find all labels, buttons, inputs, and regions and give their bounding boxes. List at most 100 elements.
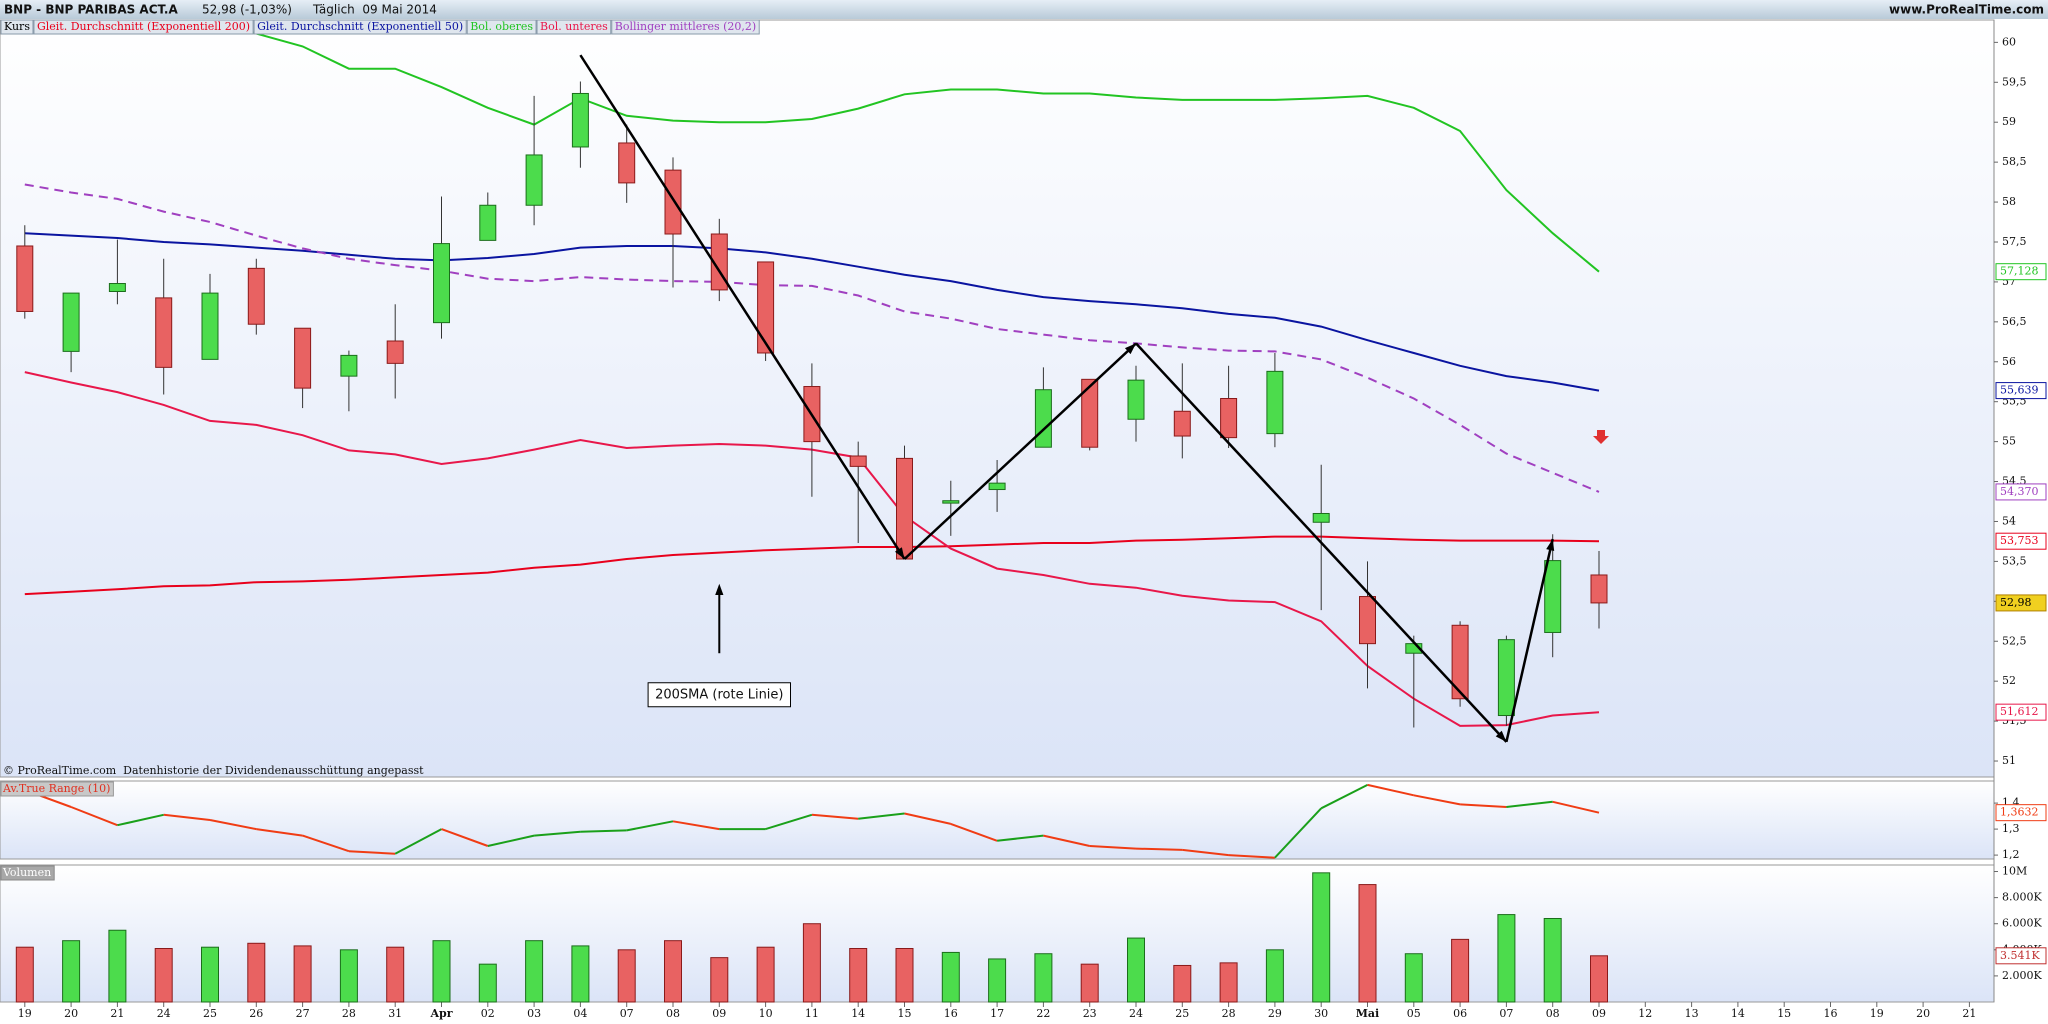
- candle-body: [1590, 574, 1608, 604]
- x-tick-label: 07: [620, 1007, 634, 1020]
- y-tick-label: 6.000K: [2002, 917, 2042, 930]
- price-plot: 200SMA (rote Linie): [16, 20, 1608, 743]
- volume-bar: [802, 923, 821, 1003]
- volume-bar: [1497, 914, 1516, 1003]
- legend-label: Bollinger mittleres (20,2): [615, 20, 756, 33]
- atr-segment: [394, 828, 442, 855]
- trend-line: [579, 54, 906, 560]
- x-tick-label: 02: [481, 1007, 495, 1020]
- atr-segment: [1274, 807, 1322, 859]
- x-tick-label: 28: [342, 1007, 356, 1020]
- y-tick-label: 56: [2002, 355, 2016, 368]
- candle-body: [201, 292, 219, 360]
- last-value-box: [1995, 483, 2047, 501]
- indicator-line: [217, 20, 1600, 273]
- volume-bar: [1590, 955, 1608, 1003]
- y-tick-label: 59,5: [2002, 75, 2027, 88]
- atr-segment: [534, 830, 581, 837]
- candle-body: [108, 283, 126, 292]
- indicator-line: [24, 232, 1600, 392]
- candle-body: [1497, 639, 1515, 717]
- x-tick-label: 23: [1083, 1007, 1097, 1020]
- x-tick-label: 30: [1314, 1007, 1328, 1020]
- atr-segment: [1367, 783, 1415, 797]
- atr-segment: [1182, 848, 1229, 857]
- atr-segment: [1460, 803, 1507, 808]
- volume-bar: [1543, 917, 1562, 1003]
- volume-bar: [1358, 884, 1377, 1003]
- y-tick-label: 58: [2002, 195, 2016, 208]
- x-tick-label: 09: [1592, 1007, 1606, 1020]
- x-tick-label: 16: [944, 1007, 958, 1020]
- last-value-box: [1995, 263, 2047, 281]
- candle-body: [664, 169, 682, 235]
- last-value-label: 55,639: [2000, 384, 2039, 397]
- y-tick-label: 59: [2002, 115, 2016, 128]
- atr-segment: [996, 834, 1044, 842]
- legend-label: Gleit. Durchschnitt (Exponentiell 50): [257, 20, 463, 33]
- note-box: [647, 682, 792, 708]
- signal-arrow: [1593, 430, 1609, 444]
- volume-bar: [201, 946, 219, 1003]
- last-value-box: [1995, 703, 2047, 721]
- candle-body: [247, 267, 265, 325]
- trend-line: [1135, 342, 1508, 743]
- x-tick-label: 19: [1870, 1007, 1884, 1020]
- legend-label: Bol. unteres: [540, 20, 608, 33]
- legend-box: [0, 19, 34, 35]
- legend-box: [611, 19, 760, 35]
- volume-bar: [1080, 963, 1099, 1003]
- x-tick-label: 20: [64, 1007, 78, 1020]
- candle-body: [1544, 560, 1562, 633]
- volume-bar: [1219, 962, 1238, 1003]
- x-tick-label: 04: [573, 1007, 587, 1020]
- x-tick-label: 27: [296, 1007, 310, 1020]
- last-value-label: 1,3632: [2000, 806, 2039, 819]
- atr-segment: [256, 828, 303, 837]
- atr-segment: [580, 829, 627, 833]
- volume-bar: [895, 948, 914, 1003]
- candle-body: [571, 92, 589, 148]
- candle-body: [1266, 370, 1284, 435]
- volume-bar: [1173, 964, 1192, 1003]
- panel-title-box: [0, 781, 114, 797]
- quote: 52,98 (-1,03%): [202, 3, 292, 17]
- legend-label: Bol. oberes: [470, 20, 533, 33]
- x-tick-label: 24: [157, 1007, 171, 1020]
- y-tick-label: 2.000K: [2002, 969, 2042, 982]
- x-tick-label: 26: [249, 1007, 263, 1020]
- atr-segment: [117, 813, 164, 827]
- y-tick-label: 52,5: [2002, 634, 2027, 647]
- indicator-line: [24, 183, 1600, 493]
- volume-bar: [432, 940, 451, 1003]
- atr-segment: [904, 812, 952, 825]
- volume-bar: [525, 940, 544, 1003]
- volume-bar: [1265, 949, 1284, 1003]
- header-bar: [0, 0, 2048, 19]
- atr-segment: [487, 834, 535, 847]
- atr-segment: [858, 812, 905, 820]
- y-tick-label: 58,5: [2002, 155, 2027, 168]
- x-tick-label: 05: [1407, 1007, 1421, 1020]
- volume-bar: [62, 940, 81, 1003]
- x-tick-label: 20: [1916, 1007, 1930, 1020]
- x-tick-label: 21: [110, 1007, 124, 1020]
- atr-segment: [1413, 794, 1461, 806]
- volume-bar: [756, 946, 775, 1003]
- x-tick-label: 13: [1685, 1007, 1699, 1020]
- atr-segment: [811, 813, 859, 820]
- legend-box: [466, 19, 537, 35]
- x-tick-label: 08: [1546, 1007, 1560, 1020]
- last-value-box: [1995, 804, 2047, 822]
- candle-body: [62, 292, 80, 352]
- candle-body: [1451, 624, 1469, 700]
- x-tick-label: 28: [1222, 1007, 1236, 1020]
- candle-body: [16, 245, 34, 312]
- x-tick-label: 07: [1499, 1007, 1513, 1020]
- x-tick-label: 11: [805, 1007, 819, 1020]
- last-value-box: [1995, 947, 2047, 965]
- volume-bar: [617, 949, 636, 1003]
- title: BNP - BNP PARIBAS ACT.A: [4, 3, 178, 17]
- arrow-head: [894, 547, 905, 560]
